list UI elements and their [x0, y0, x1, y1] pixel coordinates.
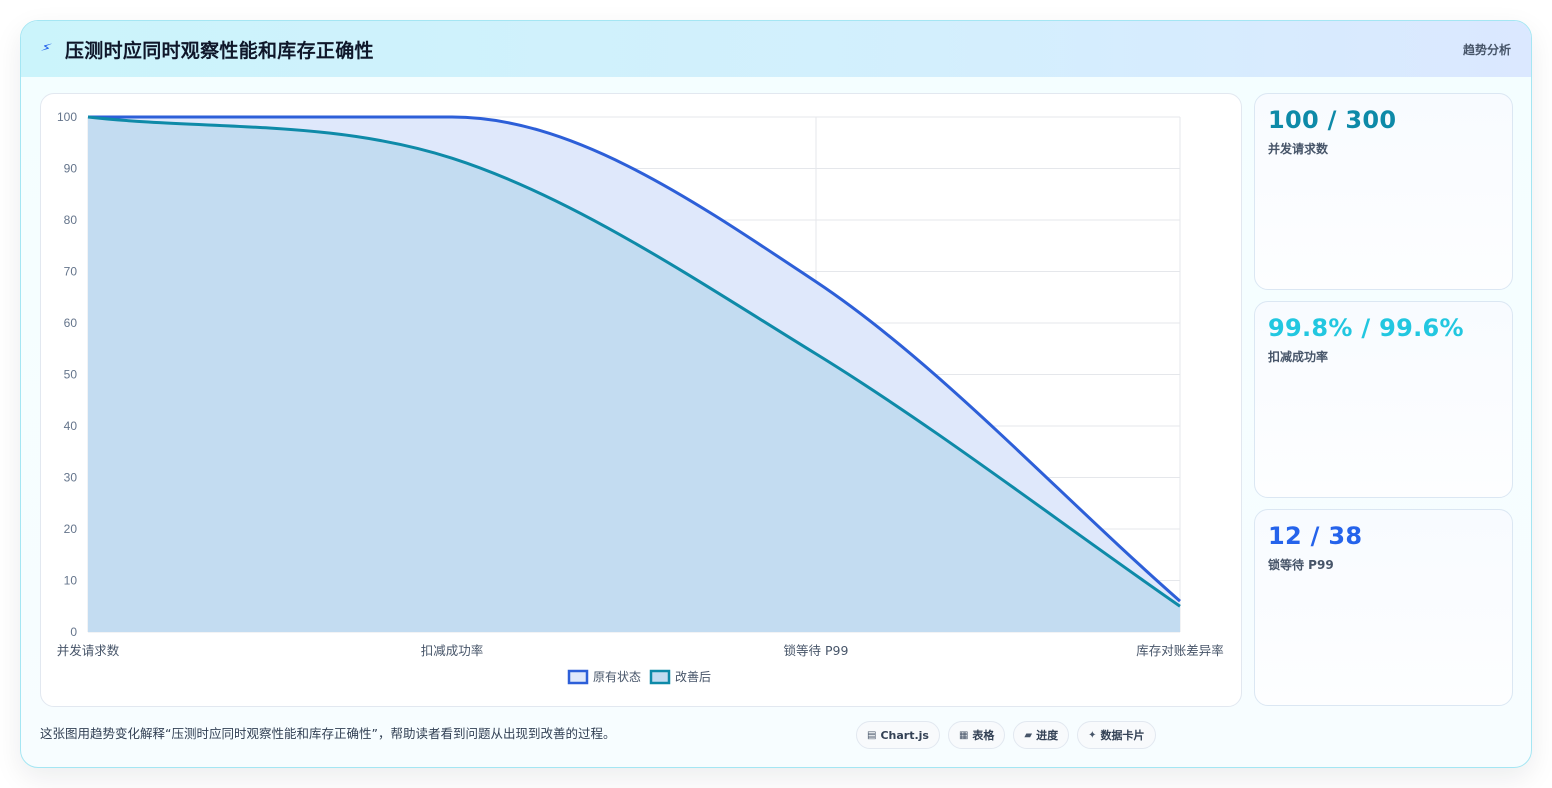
kpi-label: 锁等待 P99 [1268, 558, 1334, 572]
y-tick-label: 100 [57, 110, 77, 124]
x-tick-label: 库存对账差异率 [1136, 643, 1224, 658]
bolt-icon: ⚡︎ [38, 39, 54, 58]
kpi-label: 扣减成功率 [1268, 350, 1329, 364]
x-tick-label: 并发请求数 [57, 643, 120, 658]
chip-table[interactable]: ▦ 表格 [947, 721, 1006, 749]
card-header: ⚡︎ 压测时应同时观察性能和库存正确性 趋势分析 [21, 21, 1531, 77]
chart-icon: ▤ [867, 729, 877, 741]
chip-data-card[interactable]: ✦ 数据卡片 [1077, 721, 1156, 749]
y-tick-label: 20 [64, 522, 78, 536]
legend-label: 原有状态 [593, 670, 641, 684]
y-tick-label: 10 [64, 574, 78, 588]
footer-note: 这张图用趋势变化解释“压测时应同时观察性能和库存正确性”，帮助读者看到问题从出现… [40, 726, 616, 741]
kpi-value: 100 / 300 [1268, 106, 1397, 134]
series-line-0 [88, 115, 1181, 603]
title-wrap: ⚡︎ 压测时应同时观察性能和库存正确性 [38, 36, 374, 63]
y-tick-label: 60 [64, 316, 78, 330]
chip-label: Chart.js [880, 728, 929, 742]
chip-label: 进度 [1036, 729, 1059, 742]
table-icon: ▦ [958, 729, 969, 741]
area-chart: 0 10 20 30 40 50 60 70 80 90 100 并发请求数 扣减成功率 锁等待 P99 库… [57, 110, 1224, 685]
analysis-tag: 趋势分析 [1462, 42, 1511, 57]
series-line-1 [87, 115, 1181, 608]
sparkle-icon: ✦ [1088, 729, 1097, 741]
y-tick-label: 30 [64, 471, 78, 485]
y-tick-label: 50 [64, 368, 78, 382]
chip-chartjs[interactable]: ▤ Chart.js [856, 721, 940, 749]
x-tick-label: 扣减成功率 [421, 643, 484, 658]
legend-swatch [649, 669, 671, 685]
page-title: 压测时应同时观察性能和库存正确性 [65, 39, 374, 62]
kpi-label: 并发请求数 [1268, 142, 1329, 156]
kpi-card-success-rate: 99.8% / 99.6% 扣减成功率 [1254, 301, 1513, 498]
y-tick-label: 70 [64, 265, 78, 279]
kpi-value: 99.8% / 99.6% [1268, 314, 1464, 342]
legend-swatch [567, 669, 589, 685]
progress-icon: ▰ [1024, 729, 1033, 741]
y-tick-label: 80 [64, 213, 78, 227]
y-tick-label: 40 [64, 419, 78, 433]
series-area-1 [88, 117, 1180, 632]
y-tick-label: 0 [70, 625, 77, 639]
chip-label: 表格 [972, 729, 995, 742]
kpi-value: 12 / 38 [1268, 522, 1363, 550]
tech-chips: ▤ Chart.js ▦ 表格 ▰ 进度 ✦ 数据卡片 [856, 721, 1156, 749]
chart-card: ⚡︎ 压测时应同时观察性能和库存正确性 趋势分析 0 10 20 30 40 50 60 70… [20, 20, 1532, 768]
chart-panel: 0 10 20 30 40 50 60 70 80 90 100 并发请求数 扣减成功率 锁等待 P99 库… [40, 93, 1242, 707]
chip-progress[interactable]: ▰ 进度 [1013, 721, 1070, 749]
x-tick-label: 锁等待 P99 [784, 643, 849, 658]
kpi-card-lock-wait: 12 / 38 锁等待 P99 [1254, 509, 1513, 706]
legend-label: 改善后 [675, 669, 711, 684]
kpi-card-concurrency: 100 / 300 并发请求数 [1254, 93, 1513, 290]
y-tick-label: 90 [64, 162, 78, 176]
chip-label: 数据卡片 [1100, 729, 1145, 742]
